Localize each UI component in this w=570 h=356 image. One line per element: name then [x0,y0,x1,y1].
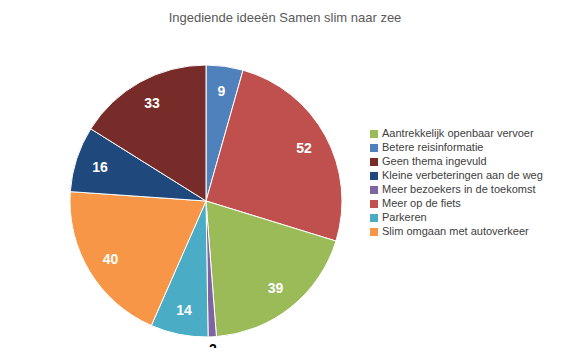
svg-text:2: 2 [209,341,217,348]
html-text:Slim omgaan met autoverkeer: Slim omgaan met autoverkeer [382,225,529,237]
svg-text:40: 40 [103,251,119,267]
html-text:Meer bezoekers in de toekomst: Meer bezoekers in de toekomst [382,183,536,195]
html-text:Betere reisinformatie: Betere reisinformatie [382,141,484,153]
svg-text:14: 14 [176,302,192,318]
svg-text:52: 52 [296,140,312,156]
svg-text:16: 16 [92,159,108,175]
svg-text:9: 9 [217,83,225,99]
svg-text:33: 33 [144,95,160,111]
html-text:Aantrekkelijk openbaar vervoer: Aantrekkelijk openbaar vervoer [382,127,534,139]
html-text:Meer op de fiets: Meer op de fiets [382,197,461,209]
svg-text:39: 39 [268,280,284,296]
html-text:Geen thema ingevuld: Geen thema ingevuld [382,155,487,167]
html-text:Parkeren: Parkeren [382,211,427,223]
html-text:Kleine verbeteringen aan de we: Kleine verbeteringen aan de weg [382,169,543,181]
html-text:Ingediende ideeën Samen slim n: Ingediende ideeën Samen slim naar zee [168,10,402,25]
